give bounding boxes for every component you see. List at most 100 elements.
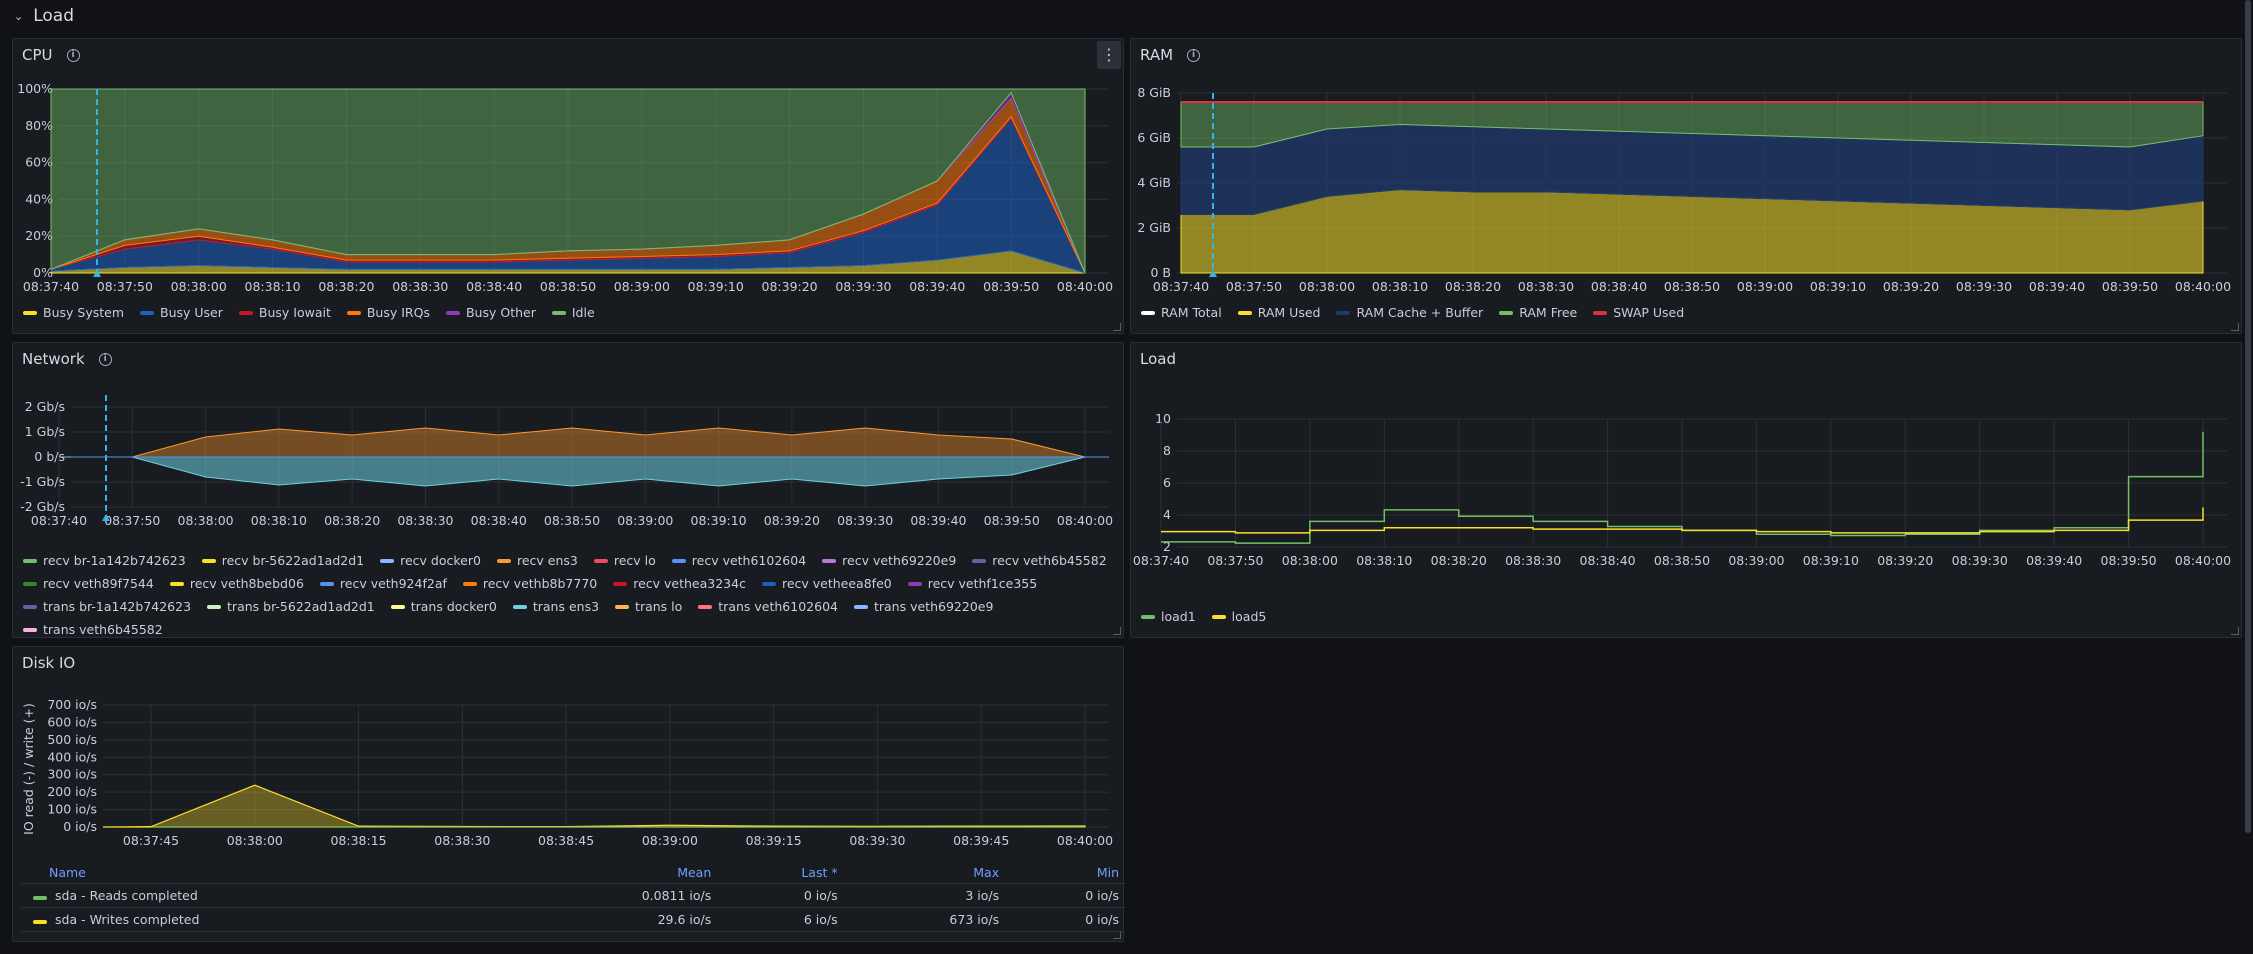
x-tick-label: 08:39:40: [2029, 279, 2085, 294]
legend-swatch: [445, 310, 460, 315]
load-chart[interactable]: 10 8 6 4 208:37:40 08:37:50 08:38:00 08:38:10 08…: [1131, 343, 2243, 603]
legend-item[interactable]: load5: [1211, 609, 1267, 624]
legend-item[interactable]: Busy System: [23, 305, 124, 320]
legend-item[interactable]: trans docker0: [390, 599, 497, 614]
legend-item[interactable]: trans veth69220e9: [853, 599, 993, 614]
col-name[interactable]: Name: [21, 863, 504, 884]
x-tick-label: 08:39:00: [614, 279, 670, 294]
x-tick-label: 08:38:00: [1282, 553, 1338, 568]
col-max[interactable]: Max: [843, 863, 1006, 884]
legend-item[interactable]: recv veth924f2af: [319, 576, 447, 591]
legend-swatch: [496, 558, 511, 563]
legend-item[interactable]: recv ens3: [496, 553, 578, 568]
network-chart[interactable]: 2 Gb/s 1 Gb/s 0 b/s -1 Gb/s -2 Gb/s08:37:40 0…: [13, 343, 1125, 543]
panel-menu-button[interactable]: ⋮: [1097, 41, 1121, 69]
network-legend: recv br-1a142b742623 recv br-5622ad1ad2d1…: [23, 553, 1113, 637]
resize-handle[interactable]: [2231, 627, 2239, 635]
legend-label: recv veth6b45582: [992, 553, 1107, 568]
x-tick-label: 08:39:50: [2101, 553, 2157, 568]
legend-swatch: [907, 581, 922, 586]
legend-swatch: [23, 581, 37, 586]
x-tick-label: 08:39:10: [691, 513, 747, 528]
legend-swatch: [207, 604, 222, 609]
ram-chart[interactable]: 8 GiB 6 GiB 4 GiB 2 GiB 0 B08:37:40 08:37:50 0…: [1131, 39, 2243, 299]
legend-swatch: [23, 604, 37, 609]
legend-item[interactable]: trans br-1a142b742623: [23, 599, 191, 614]
legend-label: RAM Cache + Buffer: [1356, 305, 1484, 320]
chevron-down-icon[interactable]: ⌄: [14, 9, 24, 23]
x-tick-label: 08:39:50: [983, 279, 1039, 294]
legend-item[interactable]: recv veth6b45582: [972, 553, 1107, 568]
legend-swatch: [23, 558, 37, 563]
max-value: 673 io/s: [843, 907, 1006, 932]
legend-item[interactable]: recv vetheea8fe0: [761, 576, 892, 591]
x-tick-label: 08:38:20: [1445, 279, 1501, 294]
disk-io-chart[interactable]: 700 io/s 600 io/s 500 io/s 400 io/s 300 io/s…: [13, 647, 1125, 862]
legend-item[interactable]: recv lo: [593, 553, 656, 568]
legend-item[interactable]: recv veth6102604: [671, 553, 806, 568]
legend-label: Busy System: [43, 305, 124, 320]
legend-item[interactable]: load1: [1141, 609, 1196, 624]
table-row[interactable]: sda - Reads completed 0.0811 io/s 0 io/s…: [21, 883, 1125, 908]
series-name[interactable]: sda - Writes completed: [55, 912, 200, 927]
info-icon[interactable]: i: [98, 352, 112, 366]
series-name[interactable]: sda - Reads completed: [55, 888, 198, 903]
legend-item[interactable]: RAM Used: [1237, 305, 1321, 320]
x-tick-label: 08:38:00: [178, 513, 234, 528]
legend-item[interactable]: recv veth8bebd06: [169, 576, 304, 591]
legend-item[interactable]: trans ens3: [512, 599, 600, 614]
legend-item[interactable]: recv vethf1ce355: [907, 576, 1037, 591]
legend-label: RAM Used: [1257, 305, 1321, 320]
y-tick-label: 2 Gb/s: [25, 399, 65, 414]
legend-swatch: [671, 558, 686, 563]
legend-item[interactable]: SWAP Used: [1593, 305, 1684, 320]
legend-label: load5: [1231, 609, 1267, 624]
legend-item[interactable]: recv veth69220e9: [822, 553, 956, 568]
legend-item[interactable]: recv br-5622ad1ad2d1: [201, 553, 364, 568]
x-tick-label: 08:38:10: [1356, 553, 1412, 568]
legend-item[interactable]: Busy User: [140, 305, 223, 320]
resize-handle[interactable]: [1113, 627, 1121, 635]
legend-item[interactable]: Idle: [551, 305, 595, 320]
legend-item[interactable]: Busy Other: [445, 305, 536, 320]
row-header-load[interactable]: ⌄ Load: [14, 4, 74, 28]
legend-swatch: [201, 558, 216, 563]
x-tick-label: 08:39:20: [764, 513, 820, 528]
y-tick-label: 0 io/s: [63, 819, 97, 834]
legend-label: trans ens3: [532, 599, 600, 614]
info-icon[interactable]: i: [66, 48, 80, 62]
series-area: [102, 784, 1086, 828]
panel-title: Disk IO: [22, 654, 76, 672]
y-tick-label: 2 GiB: [1137, 220, 1171, 235]
table-row[interactable]: sda - Writes completed 29.6 io/s 6 io/s …: [21, 907, 1125, 932]
legend-item[interactable]: recv veth89f7544: [23, 576, 154, 591]
legend-item[interactable]: RAM Cache + Buffer: [1336, 305, 1483, 320]
mean-value: 0.0811 io/s: [503, 883, 718, 908]
cpu-chart[interactable]: 100% 80% 60% 40% 20% 0%08:37:40 08:37:50 08:38:…: [13, 39, 1125, 299]
info-icon[interactable]: i: [1187, 48, 1201, 62]
x-tick-label: 08:39:20: [1883, 279, 1939, 294]
legend-item[interactable]: recv docker0: [380, 553, 481, 568]
legend-item[interactable]: recv vethea3234c: [613, 576, 746, 591]
legend-item[interactable]: RAM Free: [1499, 305, 1577, 320]
legend-item[interactable]: recv br-1a142b742623: [23, 553, 186, 568]
col-min[interactable]: Min: [1005, 863, 1125, 884]
legend-item[interactable]: trans lo: [615, 599, 682, 614]
legend-item[interactable]: recv vethb8b7770: [462, 576, 597, 591]
legend-item[interactable]: Busy IRQs: [346, 305, 430, 320]
x-tick-label: 08:37:40: [1133, 553, 1189, 568]
legend-label: trans br-5622ad1ad2d1: [227, 599, 375, 614]
legend-item[interactable]: Busy Iowait: [238, 305, 331, 320]
col-mean[interactable]: Mean: [503, 863, 718, 884]
legend-item[interactable]: trans br-5622ad1ad2d1: [207, 599, 375, 614]
page-scrollbar[interactable]: [2245, 0, 2251, 833]
y-tick-label: 2: [1163, 539, 1171, 554]
legend-item[interactable]: trans veth6102604: [698, 599, 838, 614]
resize-handle[interactable]: [1113, 931, 1121, 939]
resize-handle[interactable]: [2231, 323, 2239, 331]
legend-item[interactable]: RAM Total: [1141, 305, 1222, 320]
legend-label: RAM Free: [1519, 305, 1578, 320]
resize-handle[interactable]: [1113, 323, 1121, 331]
col-last[interactable]: Last *: [717, 863, 844, 884]
legend-item[interactable]: trans veth6b45582: [23, 622, 163, 637]
